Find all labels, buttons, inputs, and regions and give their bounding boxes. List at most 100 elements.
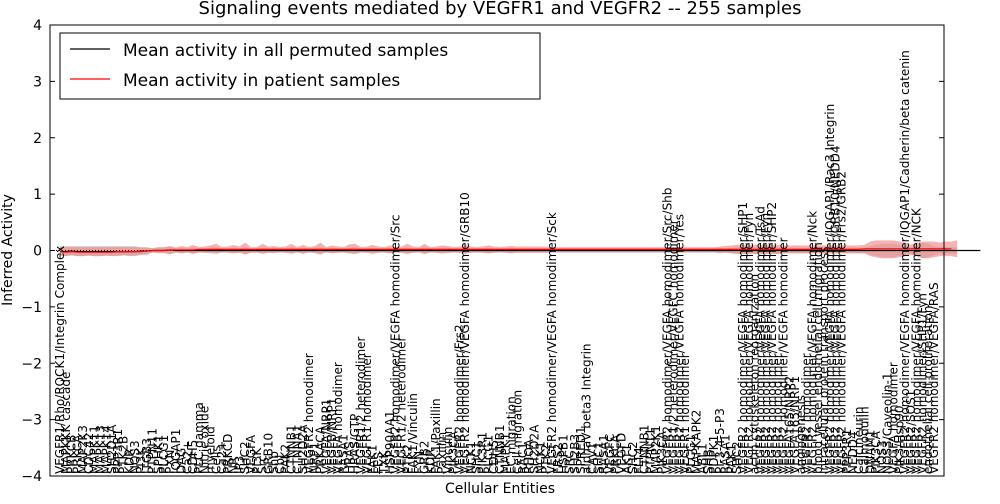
x-tick-label: MAPKKK cascade bbox=[59, 372, 73, 474]
x-tick-label: DNAM1 bbox=[863, 430, 877, 474]
x-tick-label: PTK2 bbox=[539, 444, 553, 474]
x-tick-label: SRC bbox=[562, 450, 576, 474]
x-tick-label: RAC1 bbox=[516, 442, 530, 474]
x-tick-label: FAK1/Vinculin bbox=[406, 393, 420, 474]
x-tick-label: PPP3R1 bbox=[111, 429, 125, 474]
x-tick-label: ABL1 bbox=[695, 443, 709, 474]
x-tick-label: NOS3 bbox=[128, 440, 142, 474]
y-tick-label: −1 bbox=[21, 300, 42, 316]
x-tick-label: PI3K bbox=[134, 447, 148, 474]
series-layer bbox=[59, 248, 981, 253]
x-tick-label: VEGFR2 homodimer/VEGFA homodimer/Src bbox=[389, 214, 403, 474]
legend-box bbox=[59, 32, 541, 100]
x-tick-label: VEGFR2 homodimer/Frs2 bbox=[452, 324, 466, 474]
series-line-patient bbox=[59, 248, 952, 253]
x-tick-label: PXN bbox=[163, 450, 177, 474]
x-tick-label: TXK bbox=[377, 449, 391, 475]
x-tick-label: PLCG1 bbox=[481, 435, 495, 474]
x-tick-label: VEGFR2 homodimer/VEGFA homodimer/SHP2 bbox=[765, 202, 779, 474]
x-tick-label: MAPK14 bbox=[99, 425, 113, 474]
x-tick-label: PAK2 bbox=[279, 444, 293, 474]
x-tick-label: FAK1 bbox=[366, 444, 380, 474]
y-tick-label: 2 bbox=[33, 131, 42, 147]
x-tick-label: VEGFR2 homodimer bbox=[800, 353, 814, 474]
x-tick-label: VEGFR2 homodimer/VEGFA homodimer/SHP1 bbox=[736, 202, 750, 474]
x-tick-label: SHC2 bbox=[730, 441, 744, 474]
x-tick-label: VEGFR2 homodimer/VEGFA homodimer/Src/Shb bbox=[661, 188, 675, 474]
x-tick-label: KDR bbox=[423, 449, 437, 474]
x-tick-label: SHC2 bbox=[238, 441, 252, 474]
x-tick-label: CTNNB1 bbox=[638, 424, 652, 474]
x-tick-label: Cell migration bbox=[510, 390, 524, 474]
x-tick-label: VEGFD bbox=[614, 433, 628, 474]
x-tick-label: MAP2K3 bbox=[76, 425, 90, 474]
x-tick-label: FAK1/Paxillin bbox=[429, 398, 443, 474]
x-tick-label: Vinculin bbox=[441, 427, 455, 474]
x-tick-label: MAPK13 bbox=[94, 425, 108, 474]
x-tick-label: Calcineurin bbox=[852, 407, 866, 474]
legend: Mean activity in all permuted samples Me… bbox=[59, 32, 541, 100]
x-tick-label: VEGFR2 homodimer/VEGFA homodimer/IQGAP1/… bbox=[823, 104, 837, 474]
x-tick-label: CDH5 bbox=[487, 440, 501, 474]
x-tick-label: NCK1 bbox=[464, 441, 478, 474]
x-tick-label: IP3 bbox=[232, 456, 246, 474]
x-tick-label: SHB bbox=[701, 449, 715, 474]
x-tick-label: PTPN11 bbox=[643, 428, 657, 474]
x-tick-label: CTNNB1 bbox=[285, 424, 299, 474]
x-tick-label: VEGFR2 homodimer/VEGFA/RAS bbox=[927, 282, 941, 474]
x-tick-label: PRKCA bbox=[609, 434, 623, 474]
x-tick-label: RASA1 bbox=[337, 434, 351, 474]
x-tick-label: Paxillin bbox=[435, 432, 449, 474]
x-tick-label: PIK3CA bbox=[869, 430, 883, 474]
x-tick-label: VEGFR1/2 heterodimer/VEGFC homodimer bbox=[667, 219, 681, 474]
x-tick-label: alphaV beta3 Integrin bbox=[580, 343, 594, 474]
x-tick-label: NCK1 bbox=[533, 441, 547, 474]
x-tick-label: PTPN11 bbox=[146, 428, 160, 474]
x-tick-label: GRB2 bbox=[418, 440, 432, 474]
x-tick-label: VEGFR2 homodimer/VEGFA homodimer bbox=[777, 237, 791, 474]
x-tick-label: PRKACA bbox=[313, 425, 327, 474]
x-tick-label: EC migration bbox=[504, 396, 518, 474]
x-tick-label: NRP1 bbox=[308, 442, 322, 474]
x-tick-label: PIK3CA bbox=[447, 430, 461, 474]
y-tick-label: 4 bbox=[33, 18, 42, 34]
x-tick-label: Cbl bbox=[273, 455, 287, 474]
x-tick-label: MAPK1 bbox=[499, 433, 513, 474]
series-line-permuted bbox=[60, 249, 981, 253]
x-tick-label: myeloid bbox=[203, 426, 217, 474]
x-tick-label: PRKCA bbox=[70, 434, 84, 474]
x-tick-label: FLT4 bbox=[632, 447, 646, 474]
x-tick-label: SH2D2A bbox=[528, 424, 542, 474]
x-tick-label: SH2D1A bbox=[105, 424, 119, 474]
x-tick-label: blood vessel endothelial cell migration bbox=[811, 242, 825, 474]
x-tick-label: Nitric oxide bbox=[198, 406, 212, 474]
x-tick-label: VEGFR2 homodimer bbox=[771, 353, 785, 474]
x-tick-label: VEGFR2 homodimer/VEGFA homodimer/Sck bbox=[545, 212, 559, 474]
x-tick-label: VEGFR1/Rho/ROCK1/Integrin Complex bbox=[53, 246, 67, 474]
x-tick-label: PTK2 bbox=[400, 444, 414, 474]
x-tick-label: VEGFR2 homodimer/VEGFA homodimer/GRB10/N… bbox=[829, 145, 843, 474]
y-tick-label: −3 bbox=[21, 413, 42, 429]
x-tick-label: VEGFA bbox=[244, 434, 258, 474]
x-tick-label: GRB10 bbox=[261, 433, 275, 474]
x-tick-label: SH2D2A bbox=[296, 424, 310, 474]
x-tick-label: VEGFR2 homodimer/VEGFA homodimer/IQGAP1/… bbox=[898, 50, 912, 474]
x-tick-label: KDR bbox=[122, 449, 136, 474]
x-tick-label: VEGFC bbox=[603, 434, 617, 474]
x-tick-label: NOS3/Caveolin-1 bbox=[881, 372, 895, 474]
x-tick-label: PI-3-4-5-P3 bbox=[713, 408, 727, 474]
x-tick-label: Shb bbox=[267, 451, 281, 474]
x-tick-label: VEGFR2 homodimer/SHP1/Fyn bbox=[915, 293, 929, 474]
x-tick-label: CDH5 bbox=[186, 440, 200, 474]
x-tick-label: CTNNA1 bbox=[290, 424, 304, 474]
x-tick-label: CAV1 bbox=[586, 442, 600, 474]
x-tick-label: SHC1 bbox=[591, 441, 605, 474]
x-tick-label: PRKCB bbox=[65, 435, 79, 474]
x-tick-label: VEGFR2 homodimer/VEGFA homodimer/Nck bbox=[805, 211, 819, 474]
y-tick-label: 1 bbox=[33, 187, 42, 203]
x-tick-label: SPRED1 bbox=[574, 426, 588, 474]
x-tick-label: HRAS bbox=[342, 441, 356, 474]
x-tick-label: HRAS/GTP bbox=[348, 414, 362, 474]
x-tick-label: NR bbox=[227, 457, 241, 474]
